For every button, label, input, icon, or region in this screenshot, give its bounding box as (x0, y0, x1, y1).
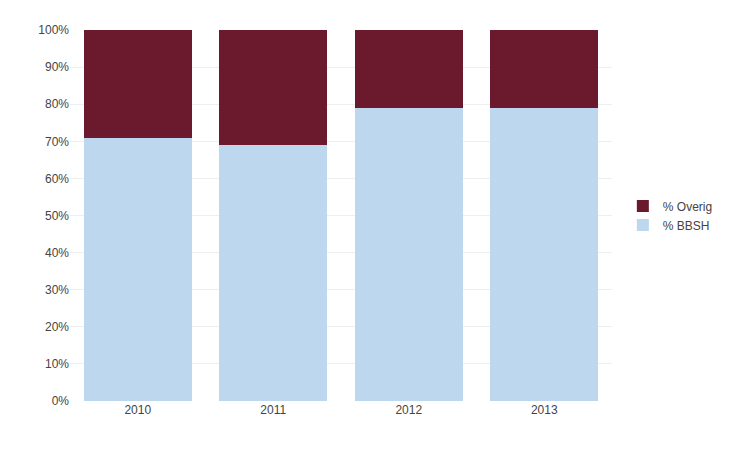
svg-text:50%: 50% (45, 209, 69, 223)
svg-text:2013: 2013 (531, 403, 558, 417)
svg-text:90%: 90% (45, 60, 69, 74)
svg-text:30%: 30% (45, 283, 69, 297)
svg-text:100%: 100% (38, 23, 69, 37)
svg-text:70%: 70% (45, 135, 69, 149)
svg-text:0%: 0% (52, 394, 70, 408)
svg-text:2011: 2011 (260, 403, 286, 417)
svg-text:40%: 40% (45, 246, 69, 260)
svg-text:% BBSH: % BBSH (663, 219, 710, 233)
svg-text:2010: 2010 (124, 403, 151, 417)
svg-text:2012: 2012 (395, 403, 422, 417)
svg-text:% Overig: % Overig (663, 200, 712, 214)
svg-text:10%: 10% (45, 357, 69, 371)
svg-text:60%: 60% (45, 172, 69, 186)
svg-text:80%: 80% (45, 97, 69, 111)
svg-text:20%: 20% (45, 320, 69, 334)
